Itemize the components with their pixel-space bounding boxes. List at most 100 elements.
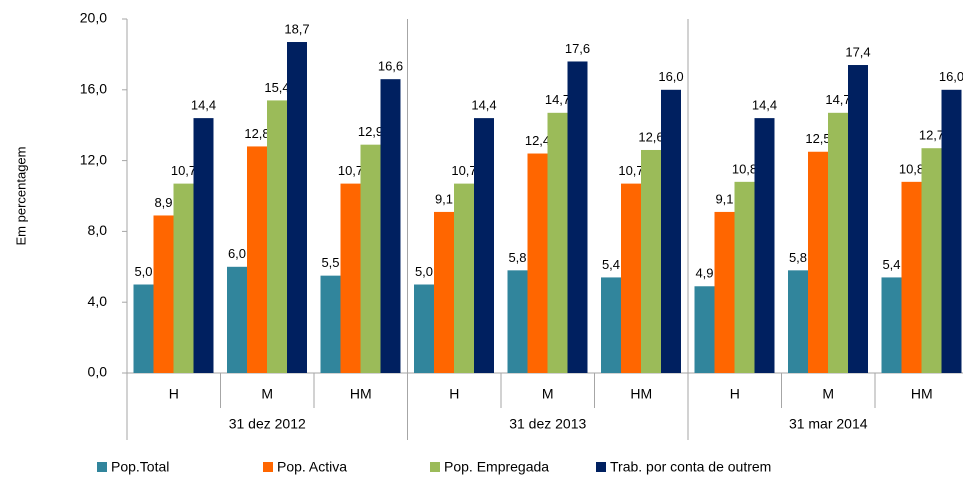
y-tick-label: 12,0	[80, 151, 107, 167]
legend-swatch	[430, 462, 440, 472]
bar	[474, 118, 494, 374]
legend-label: Trab. por conta de outrem	[610, 459, 771, 475]
bar	[507, 270, 528, 373]
x-tick-label: M	[261, 386, 273, 402]
value-label: 14,4	[752, 98, 777, 113]
bar	[567, 61, 588, 373]
y-tick-label: 20,0	[80, 10, 107, 26]
bar	[881, 277, 902, 373]
bar	[193, 118, 214, 374]
bar	[601, 277, 621, 373]
value-label: 9,1	[435, 191, 453, 206]
value-label: 14,7	[825, 92, 850, 107]
legend-label: Pop. Activa	[277, 459, 347, 475]
bar	[247, 146, 267, 373]
bar	[380, 79, 401, 374]
bar	[621, 183, 641, 373]
value-label: 12,9	[358, 124, 383, 139]
value-label: 18,7	[284, 21, 309, 36]
group-label: 31 dez 2012	[229, 416, 306, 432]
bar	[173, 183, 194, 373]
bar	[133, 284, 154, 373]
value-label: 12,6	[638, 129, 663, 144]
value-label: 5,5	[321, 255, 339, 270]
bar	[788, 270, 808, 373]
x-tick-label: H	[169, 386, 179, 402]
x-tick-label: M	[542, 386, 554, 402]
bar	[360, 144, 381, 373]
value-label: 6,0	[228, 246, 246, 261]
y-tick-label: 0,0	[88, 364, 108, 380]
value-label: 12,7	[919, 128, 944, 143]
value-label: 12,8	[244, 126, 269, 141]
bar	[547, 112, 568, 373]
x-tick-label: H	[730, 386, 740, 402]
bar	[828, 112, 848, 373]
bar	[808, 151, 828, 373]
bar	[941, 89, 962, 374]
group-label: 31 dez 2013	[509, 416, 586, 432]
x-tick-label: H	[449, 386, 459, 402]
value-label: 10,7	[451, 163, 476, 178]
bar	[901, 181, 922, 373]
bar	[414, 284, 434, 373]
x-tick-label: HM	[911, 386, 933, 402]
bar	[848, 65, 868, 374]
value-label: 10,7	[171, 163, 196, 178]
y-tick-label: 16,0	[80, 81, 107, 97]
value-label: 16,6	[378, 59, 403, 74]
legend-swatch	[263, 462, 273, 472]
value-label: 5,0	[134, 264, 152, 279]
bar	[527, 153, 548, 373]
bar	[921, 148, 942, 373]
y-tick-label: 8,0	[88, 222, 108, 238]
value-label: 5,8	[508, 250, 526, 265]
value-label: 16,0	[658, 69, 683, 84]
value-label: 10,8	[899, 161, 924, 176]
value-label: 9,1	[715, 191, 733, 206]
bar	[287, 42, 307, 373]
value-label: 17,6	[565, 41, 590, 56]
bar	[340, 183, 361, 373]
y-tick-label: 4,0	[88, 293, 108, 309]
value-label: 10,7	[338, 163, 363, 178]
legend-swatch	[596, 462, 606, 472]
bar	[320, 275, 341, 373]
value-label: 5,4	[602, 257, 620, 272]
value-label: 10,8	[732, 161, 757, 176]
value-label: 5,8	[789, 250, 807, 265]
x-tick-label: HM	[350, 386, 372, 402]
value-label: 10,7	[618, 163, 643, 178]
y-axis-label: Em percentagem	[13, 147, 28, 246]
bar	[454, 183, 474, 373]
value-label: 12,4	[525, 133, 550, 148]
value-label: 17,4	[845, 44, 870, 59]
x-tick-label: HM	[630, 386, 652, 402]
value-label: 4,9	[695, 266, 713, 281]
bar	[641, 149, 661, 373]
value-label: 14,4	[191, 98, 216, 113]
x-tick-label: M	[822, 386, 834, 402]
value-label: 16,0	[939, 69, 963, 84]
group-label: 31 mar 2014	[789, 416, 868, 432]
bar	[661, 89, 681, 374]
bar	[434, 211, 454, 373]
value-label: 15,4	[264, 80, 289, 95]
legend-label: Pop. Empregada	[444, 459, 549, 475]
value-label: 12,5	[805, 131, 830, 146]
legend-label: Pop.Total	[111, 459, 169, 475]
bar	[267, 100, 287, 374]
bar	[714, 211, 735, 373]
bar	[754, 118, 775, 374]
value-label: 5,0	[415, 264, 433, 279]
value-label: 8,9	[154, 195, 172, 210]
value-label: 5,4	[882, 257, 900, 272]
bar	[734, 181, 755, 373]
legend-swatch	[97, 462, 107, 472]
value-label: 14,4	[471, 98, 496, 113]
value-label: 14,7	[545, 92, 570, 107]
bar	[153, 215, 174, 373]
bar	[694, 286, 715, 373]
bar	[227, 266, 247, 373]
